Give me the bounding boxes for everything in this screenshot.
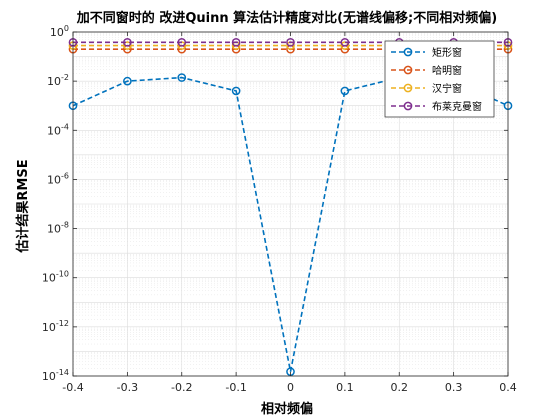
data-point (231, 37, 241, 47)
data-point (340, 41, 350, 50)
y-tick-label: 10-8 (47, 221, 69, 236)
x-tick-label: -0.3 (117, 381, 138, 394)
x-tick-label: 0.1 (336, 381, 354, 394)
legend-label: 哈明窗 (432, 64, 462, 77)
minor-grid (73, 32, 508, 369)
x-tick-label: -0.4 (62, 381, 83, 394)
legend-label: 矩形窗 (432, 46, 462, 59)
y-tick-label: 10-14 (42, 368, 69, 383)
x-tick-label: 0.2 (391, 381, 409, 394)
data-point (177, 37, 187, 47)
y-tick-label: 10-6 (47, 171, 69, 186)
data-point (123, 37, 132, 47)
ticks-layer: -0.4 -0.3 -0.2 -0.1 0 0.1 0.2 0.3 0.4 100 10-2 10-4… (42, 24, 517, 394)
legend-marker (403, 47, 413, 57)
legend-label: 汉宁窗 (432, 82, 462, 95)
x-tick-label: 0.4 (499, 381, 517, 394)
x-tick-label: -0.2 (171, 381, 192, 394)
x-tick-label: 0.3 (445, 381, 463, 394)
y-tick-label: 100 (50, 24, 69, 39)
data-point (340, 86, 350, 96)
data-point (286, 37, 295, 47)
data-point (123, 41, 132, 50)
legend-marker (403, 65, 413, 75)
legend-marker (403, 101, 413, 111)
legend-label: 布莱克曼窗 (432, 100, 482, 113)
y-tick-label: 10-2 (47, 73, 69, 88)
y-tick-label: 10-12 (42, 319, 69, 334)
x-tick-label: -0.1 (225, 381, 246, 394)
data-point (123, 76, 132, 86)
legend-box (384, 40, 495, 118)
y-tick-label: 10-4 (47, 122, 69, 137)
data-point (231, 86, 241, 96)
y-axis-label: 估计结果RMSE (15, 159, 31, 253)
x-axis-label: 相对频偏 (261, 401, 313, 417)
data-point (177, 73, 187, 82)
chart-title: 加不同窗时的 改进Quinn 算法估计精度对比(无谱线偏移;不同相对频偏) (76, 10, 497, 26)
data-point (340, 37, 350, 47)
x-tick-label: 0 (287, 381, 294, 394)
y-tick-label: 10-10 (42, 270, 69, 285)
legend-marker (403, 83, 413, 93)
